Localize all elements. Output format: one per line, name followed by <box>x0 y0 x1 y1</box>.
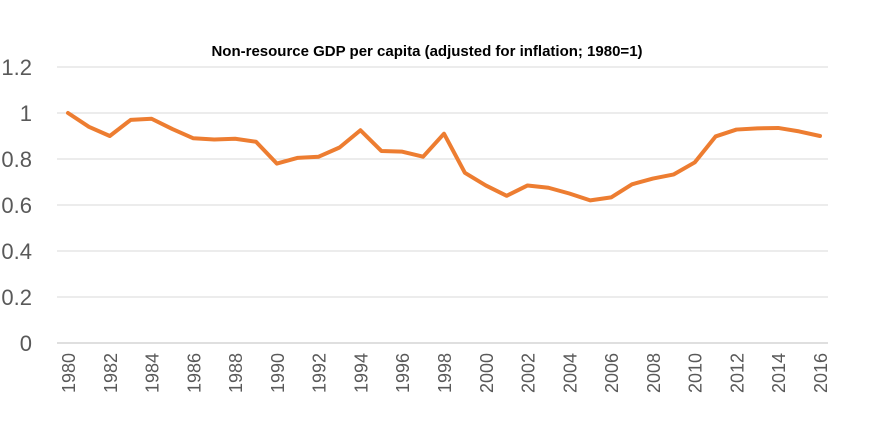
y-tick-label: 0.6 <box>1 193 32 218</box>
x-tick-label: 1992 <box>310 353 330 393</box>
x-tick-label: 1990 <box>268 353 288 393</box>
y-axis-tick-labels: 0 0.2 0.4 0.6 0.8 1 1.2 <box>1 55 32 356</box>
gridlines <box>57 66 828 344</box>
x-tick-label: 1996 <box>393 353 413 393</box>
x-tick-label: 1994 <box>351 353 371 393</box>
x-tick-label: 2002 <box>519 353 539 393</box>
x-tick-label: 2008 <box>644 353 664 393</box>
x-tick-label: 2012 <box>727 353 747 393</box>
chart-title: Non-resource GDP per capita (adjusted fo… <box>211 43 642 60</box>
x-tick-label: 2004 <box>560 353 580 393</box>
y-tick-label: 1.2 <box>1 55 32 80</box>
x-tick-label: 2014 <box>769 353 789 393</box>
x-tick-label: 1980 <box>59 353 79 393</box>
x-tick-label: 1988 <box>226 353 246 393</box>
x-tick-label: 2010 <box>686 353 706 393</box>
y-tick-label: 0.2 <box>1 285 32 310</box>
x-tick-label: 1982 <box>101 353 121 393</box>
x-tick-label: 2016 <box>811 353 831 393</box>
x-tick-label: 1986 <box>184 353 204 393</box>
y-tick-label: 1 <box>20 101 32 126</box>
x-axis-tick-labels: 1980 1982 1984 1986 1988 1990 1992 1994 1996 1998… <box>59 353 831 393</box>
series-line-0 <box>66 111 822 203</box>
y-tick-label: 0.4 <box>1 239 32 264</box>
x-tick-label: 2000 <box>477 353 497 393</box>
x-tick-label: 1984 <box>143 353 163 393</box>
y-tick-label: 0 <box>20 331 32 356</box>
x-tick-label: 2006 <box>602 353 622 393</box>
series-layer <box>66 111 822 203</box>
y-tick-label: 0.8 <box>1 147 32 172</box>
x-tick-label: 1998 <box>435 353 455 393</box>
